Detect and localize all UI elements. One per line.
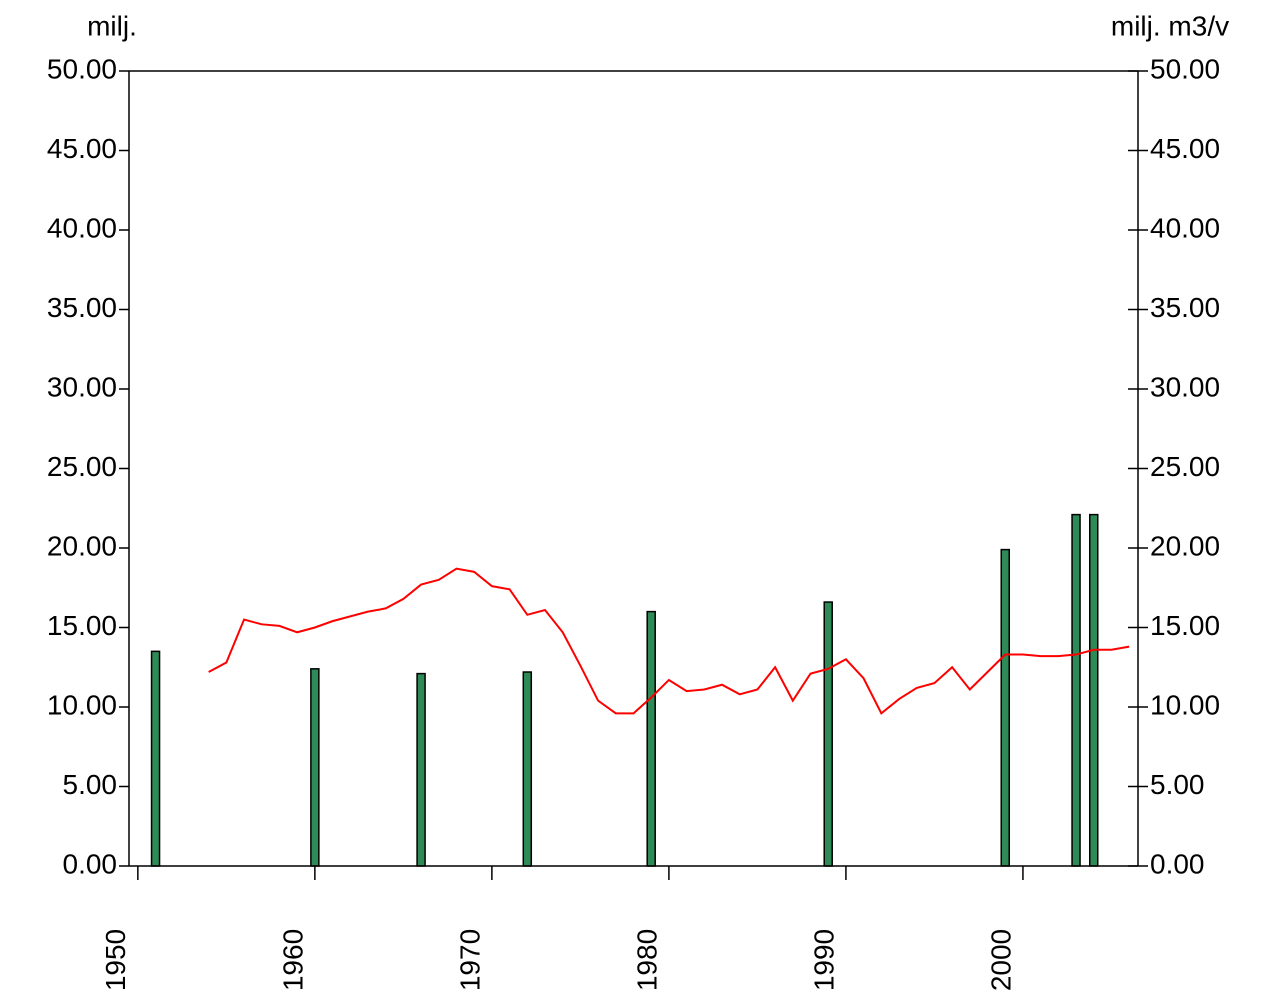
y2-tick-label: 5.00 [1150, 769, 1205, 800]
bar [1088, 513, 1099, 867]
y-tick-label: 40.00 [47, 212, 117, 243]
x-tick-label: 2000 [985, 929, 1016, 991]
y2-tick-label: 25.00 [1150, 451, 1220, 482]
y-axis-label: milj. [87, 10, 137, 41]
y-tick-label: 50.00 [47, 53, 117, 84]
bar [1071, 513, 1081, 867]
y-tick-label: 25.00 [47, 451, 117, 482]
bar [310, 668, 320, 867]
y2-tick-label: 10.00 [1150, 689, 1220, 720]
y-tick-label: 0.00 [63, 848, 118, 879]
y2-tick-label: 40.00 [1150, 212, 1220, 243]
y2-tick-label: 30.00 [1150, 371, 1220, 402]
x-tick-label: 1950 [100, 929, 131, 991]
y-tick-label: 20.00 [47, 530, 117, 561]
y2-tick-label: 15.00 [1150, 610, 1220, 641]
y-tick-label: 10.00 [47, 689, 117, 720]
bar [823, 601, 833, 867]
line [208, 567, 1130, 715]
y-tick-label: 15.00 [47, 610, 117, 641]
y2-tick-label: 35.00 [1150, 292, 1220, 323]
y-tick-label: 45.00 [47, 133, 117, 164]
bar [646, 610, 656, 867]
x-tick-label: 1990 [808, 929, 839, 991]
y-tick-label: 5.00 [63, 769, 118, 800]
bar [150, 650, 161, 867]
y2-tick-label: 50.00 [1150, 53, 1220, 84]
y2-tick-label: 20.00 [1150, 530, 1220, 561]
x-tick-label: 1970 [454, 929, 485, 991]
x-tick-label: 1980 [631, 929, 662, 991]
y2-tick-label: 0.00 [1150, 848, 1205, 879]
y2-axis-label: milj. m3/v [1111, 10, 1229, 41]
bar [416, 672, 426, 867]
bar [522, 671, 533, 867]
y-tick-label: 35.00 [47, 292, 117, 323]
y-tick-label: 30.00 [47, 371, 117, 402]
bar [1000, 548, 1010, 867]
y2-tick-label: 45.00 [1150, 133, 1220, 164]
x-tick-label: 1960 [277, 929, 308, 991]
